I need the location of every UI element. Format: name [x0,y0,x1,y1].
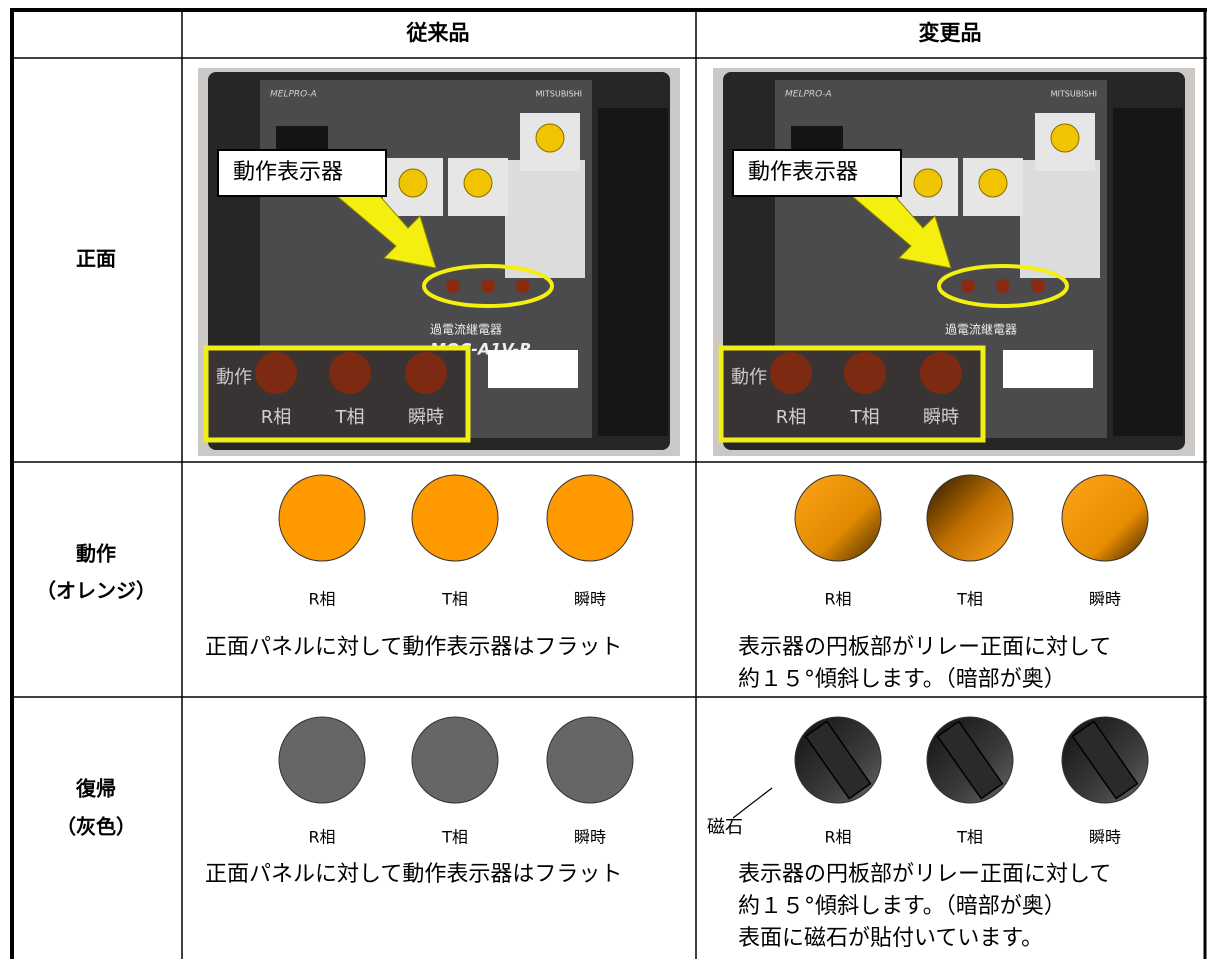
callout-text: 磁石 [707,817,743,838]
relay-photo: MELPRO-AMITSUBISHI動作表示器過電流継電器JIS C 4602動… [713,68,1195,456]
inset-indicator-label: T相 [335,407,365,428]
note: 約１５°傾斜します。（暗部が奥） [738,894,1066,919]
inset-indicator-label: R相 [776,407,807,428]
highlight-ellipse [422,264,554,308]
indicator [926,474,1014,562]
inset-indicator-label: T相 [850,407,880,428]
indicator-label: T相 [441,590,468,609]
small-indicator [996,279,1010,293]
label-blank [1003,350,1093,388]
column-header: 変更品 [919,21,982,45]
label-blank [488,350,578,388]
callout-text: 動作表示器 [748,160,858,185]
callout-box [732,149,902,197]
small-indicator [516,279,530,293]
magnet [1071,720,1139,800]
indicator-label: R相 [824,590,851,609]
indicator [546,716,634,804]
small-indicator [1031,279,1045,293]
callout-line [732,787,773,819]
inset-indicator-label: 瞬時 [923,407,959,428]
indicator-label: T相 [441,828,468,847]
note: 表示器の円板部がリレー正面に対して [738,635,1111,660]
dial [398,168,428,198]
column-header: 従来品 [406,21,470,45]
dial [978,168,1008,198]
inset-indicator-label: R相 [261,407,292,428]
callout-box [217,149,387,197]
indicator-label: R相 [824,828,851,847]
inset-label: 動作 [216,367,252,388]
dial [535,123,565,153]
inset-indicator [329,352,371,394]
inset-indicator [920,352,962,394]
inset-indicator [770,352,812,394]
note: 約１５°傾斜します。（暗部が奥） [738,667,1066,692]
indicator-label: 瞬時 [574,828,606,847]
indicator [794,474,882,562]
settings-panel [505,160,585,278]
indicator [411,716,499,804]
indicator-label: 瞬時 [1089,590,1121,609]
indicator [278,474,366,562]
indicator-label: T相 [956,828,983,847]
note: 正面パネルに対して動作表示器はフラット [205,862,622,887]
relay-side [1113,108,1183,436]
inset-indicator [255,352,297,394]
settings-panel [1020,160,1100,278]
maker-label: MITSUBISHI [536,90,582,99]
inset-label: 動作 [731,367,767,388]
indicator [278,716,366,804]
row-label: 動作 [76,542,116,566]
inset-indicator [405,352,447,394]
indicator-label: 瞬時 [1089,828,1121,847]
row-label: （灰色） [56,815,136,839]
brand-label: MELPRO-A [270,90,317,100]
small-indicator [481,279,495,293]
highlight-ellipse [937,264,1069,308]
brand-label: MELPRO-A [785,90,832,100]
indicator [411,474,499,562]
note: 表面に磁石が貼付いています。 [738,926,1043,951]
inset-indicator [844,352,886,394]
row-label: （オレンジ） [36,579,156,603]
small-indicator [446,279,460,293]
callout-text: 動作表示器 [233,160,343,185]
relay-photo: MELPRO-AMITSUBISHI動作表示器過電流継電器MOC-A1V-RJI… [198,68,680,456]
note: 正面パネルに対して動作表示器はフラット [205,635,622,660]
row-label: 復帰 [75,777,116,801]
indicator-label: R相 [308,828,335,847]
magnet [804,720,872,800]
relay-side [598,108,668,436]
indicator [1061,474,1149,562]
note: 表示器の円板部がリレー正面に対して [738,862,1111,887]
maker-label: MITSUBISHI [1051,90,1097,99]
product-label: 過電流継電器 [945,322,1017,337]
indicator [546,474,634,562]
row-label: 正面 [76,247,116,271]
inset-indicator-label: 瞬時 [408,407,444,428]
indicator-label: R相 [308,590,335,609]
dial [463,168,493,198]
dial [1050,123,1080,153]
product-label: 過電流継電器 [430,322,502,337]
indicator-label: T相 [956,590,983,609]
dial [913,168,943,198]
indicator-label: 瞬時 [574,590,606,609]
magnet [936,720,1004,800]
small-indicator [961,279,975,293]
